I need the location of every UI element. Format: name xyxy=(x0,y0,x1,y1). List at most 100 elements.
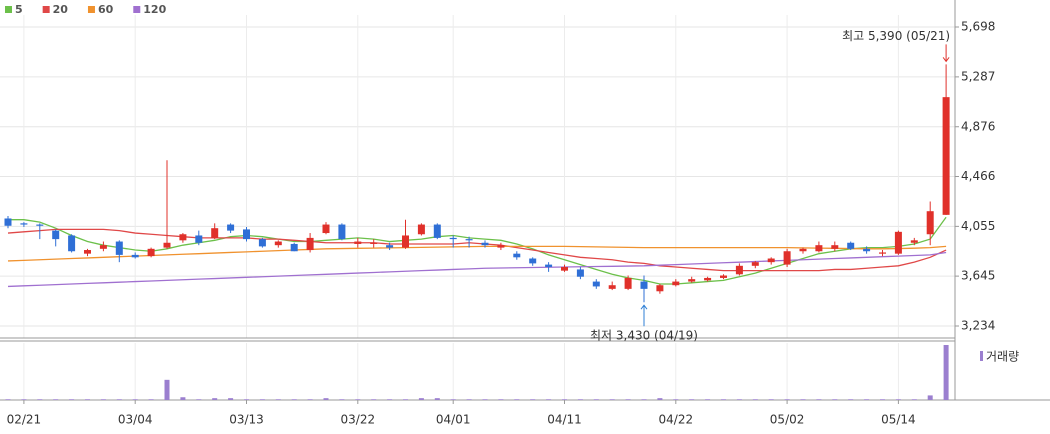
volume-bar xyxy=(498,399,504,400)
legend-swatch xyxy=(5,6,12,13)
candle-body xyxy=(227,224,235,231)
candle-body xyxy=(402,235,409,248)
candle-body xyxy=(195,235,203,243)
candle-body xyxy=(799,248,807,252)
x-tick-label: 02/21 xyxy=(7,413,42,427)
volume-bar xyxy=(228,398,234,400)
volume-bar xyxy=(450,399,456,400)
volume-bar xyxy=(5,399,11,400)
annotation: 최고 5,390 (05/21) xyxy=(842,29,950,43)
volume-bar xyxy=(132,399,138,400)
legend-text: 60 xyxy=(98,3,114,16)
volume-bar xyxy=(116,399,122,400)
candle-body xyxy=(704,277,712,281)
volume-bar xyxy=(259,399,265,400)
candle-body xyxy=(672,281,680,286)
legend-swatch xyxy=(133,6,141,13)
candle-body xyxy=(910,240,918,243)
volume-bar xyxy=(69,399,75,400)
volume-bar xyxy=(784,399,790,400)
volume-bar xyxy=(927,395,933,400)
volume-bar xyxy=(800,399,806,400)
candle-body xyxy=(942,97,950,215)
candle-body xyxy=(561,267,568,271)
volume-bar xyxy=(434,398,440,400)
volume-bar xyxy=(895,399,901,400)
legend-text: 5 xyxy=(15,3,23,16)
x-tick-label: 05/14 xyxy=(881,413,916,427)
volume-bar xyxy=(577,399,583,400)
volume-bar xyxy=(355,399,361,400)
candle-body xyxy=(894,231,902,254)
ma-line xyxy=(7,228,947,272)
volume-bar xyxy=(673,399,679,400)
volume-bar xyxy=(371,399,377,400)
candle-body xyxy=(306,237,314,251)
candle-body xyxy=(481,242,489,246)
volume-bar xyxy=(736,399,742,400)
candle-body xyxy=(608,285,616,289)
candle-body xyxy=(497,245,505,248)
candle-body xyxy=(879,252,886,254)
candle-body xyxy=(417,224,425,235)
x-tick-label: 03/04 xyxy=(118,413,153,427)
candle-body xyxy=(179,234,187,241)
candle-body xyxy=(52,230,60,240)
volume-bar xyxy=(609,399,615,400)
volume-bar xyxy=(418,398,424,400)
volume-bar xyxy=(943,345,949,400)
volume-bar xyxy=(291,399,297,400)
candle-body xyxy=(688,279,696,282)
volume-bar xyxy=(307,399,313,400)
volume-bar xyxy=(164,379,170,400)
candle-body xyxy=(36,224,44,226)
volume-bar xyxy=(212,398,218,400)
x-tick-label: 04/22 xyxy=(659,413,694,427)
arrow-head xyxy=(942,57,950,63)
candle-body xyxy=(274,241,282,246)
volume-bar xyxy=(768,399,774,400)
volume-bar xyxy=(562,399,567,400)
candle-body xyxy=(831,245,839,249)
volume-bar xyxy=(196,399,202,400)
legend-swatch xyxy=(87,6,95,13)
y-tick-label: 4,876 xyxy=(961,119,995,133)
candle-body xyxy=(640,281,648,289)
volume-bar xyxy=(275,399,281,400)
candle-body xyxy=(322,224,330,234)
candle-body xyxy=(847,242,855,249)
volume-bar xyxy=(546,399,552,400)
y-tick-label: 3,645 xyxy=(961,269,995,283)
candle-body xyxy=(99,245,107,249)
legend-swatch xyxy=(42,6,50,13)
candle-body xyxy=(783,251,791,265)
volume-bar xyxy=(657,398,663,400)
candle-body xyxy=(926,211,934,235)
volume-bar xyxy=(641,399,647,400)
candle-body xyxy=(751,262,759,266)
y-tick-label: 5,287 xyxy=(961,69,995,83)
candle-body xyxy=(4,218,12,226)
candle-body xyxy=(370,242,378,244)
candle-body xyxy=(624,277,632,289)
volume-bar xyxy=(705,399,711,400)
volume-bar xyxy=(816,399,822,400)
volume-bar xyxy=(323,398,329,400)
candle-body xyxy=(513,253,521,258)
volume-bar xyxy=(514,399,520,400)
candle-body xyxy=(290,243,298,252)
ma-line xyxy=(7,245,947,262)
volume-bar xyxy=(832,399,838,400)
volume-bar xyxy=(339,399,345,400)
candle-body xyxy=(656,285,664,292)
candle-body xyxy=(84,250,91,254)
arrow-head xyxy=(640,304,648,310)
volume-bar xyxy=(387,399,393,400)
volume-bar xyxy=(100,399,106,400)
annotation: 최저 3,430 (04/19) xyxy=(590,329,698,343)
candle-body xyxy=(449,237,457,240)
candle-body xyxy=(20,223,28,225)
x-tick-label: 03/13 xyxy=(229,413,264,427)
candle-body xyxy=(115,241,123,255)
